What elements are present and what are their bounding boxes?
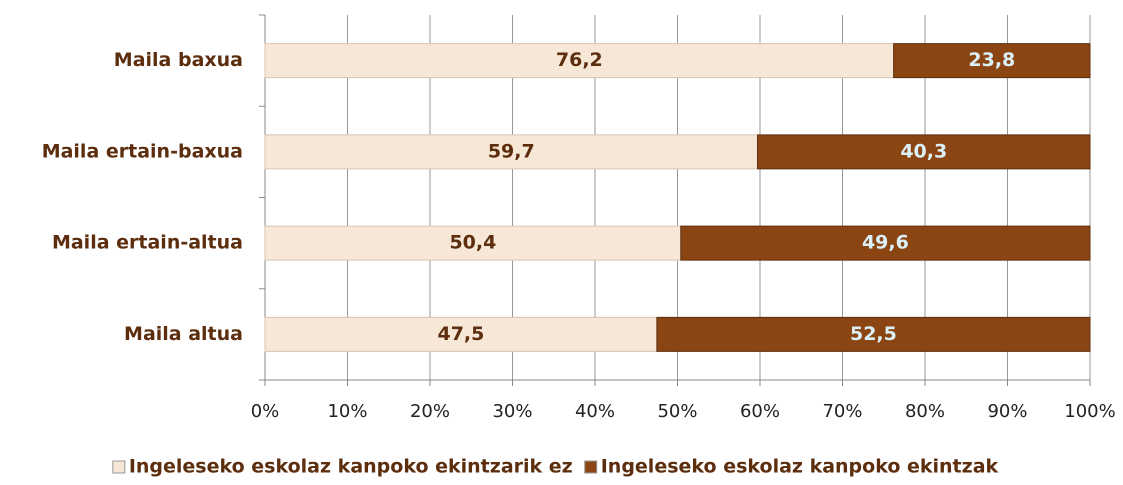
value-label: 50,4 [449, 232, 496, 254]
bar [264, 43, 895, 79]
bar [893, 43, 1091, 79]
x-tick-label: 50% [657, 401, 697, 422]
legend-label: Ingeleseko eskolaz kanpoko ekintzarik ez [129, 456, 573, 478]
x-tick-label: 10% [327, 401, 367, 422]
bar [264, 134, 759, 170]
x-tick-label: 30% [492, 401, 532, 422]
x-tick-label: 0% [251, 401, 280, 422]
value-label: 76,2 [556, 49, 603, 71]
category-label: Maila altua [124, 323, 243, 345]
category-label: Maila ertain-altua [52, 232, 243, 254]
bar [656, 316, 1091, 352]
value-label: 40,3 [900, 140, 947, 162]
legend-label: Ingeleseko eskolaz kanpoko ekintzak [601, 456, 999, 478]
category-label: Maila baxua [114, 49, 243, 71]
x-tick-label: 20% [410, 401, 450, 422]
bar [264, 316, 658, 352]
x-tick-label: 40% [575, 401, 615, 422]
x-tick-label: 100% [1064, 401, 1115, 422]
bar [264, 225, 682, 261]
x-tick-label: 60% [740, 401, 780, 422]
x-tick-label: 80% [905, 401, 945, 422]
x-tick-label: 70% [822, 401, 862, 422]
value-label: 47,5 [437, 323, 484, 345]
value-label: 52,5 [850, 323, 897, 345]
bar [680, 225, 1091, 261]
value-label: 49,6 [862, 232, 909, 254]
legend-swatch [584, 460, 598, 474]
bar [757, 134, 1091, 170]
value-label: 59,7 [488, 140, 535, 162]
x-tick-label: 90% [987, 401, 1027, 422]
category-label: Maila ertain-baxua [42, 140, 243, 162]
legend-swatch [112, 460, 126, 474]
value-label: 23,8 [968, 49, 1015, 71]
